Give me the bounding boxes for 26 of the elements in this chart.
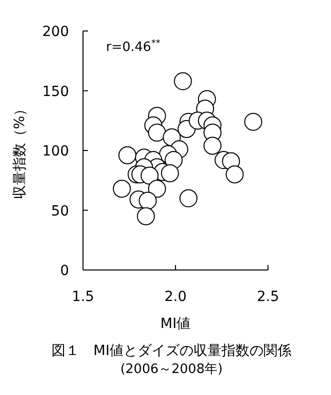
point — [136, 207, 155, 226]
point — [244, 112, 262, 131]
point — [118, 146, 136, 164]
y-tick-label: 0 — [60, 263, 69, 279]
annotation: r=0.46$^{**}$ — [106, 39, 161, 55]
x-tick-label: 2.5 — [256, 289, 280, 305]
x-tick-label: 1.5 — [72, 289, 94, 305]
y-tick-label: 100 — [42, 144, 69, 160]
text: (2006～2008年) — [120, 362, 223, 377]
x-tick-label: 2.0 — [164, 289, 187, 305]
text: 図１ MI値とダイズの収量指数の関係 — [51, 343, 292, 359]
point — [148, 124, 166, 142]
point — [204, 136, 222, 155]
point — [148, 180, 166, 198]
point — [140, 166, 159, 185]
y-tick-label: 50 — [51, 203, 69, 220]
point — [179, 189, 198, 208]
y-tick-label: 150 — [42, 84, 69, 100]
point — [174, 72, 192, 90]
point — [138, 192, 157, 210]
x-axis-title: MI値 — [160, 316, 191, 332]
y-tick-label: 200 — [42, 24, 69, 40]
point — [160, 164, 179, 182]
point — [226, 165, 244, 184]
y-axis-title: 収量指数（%） — [12, 102, 28, 200]
point — [112, 180, 131, 198]
